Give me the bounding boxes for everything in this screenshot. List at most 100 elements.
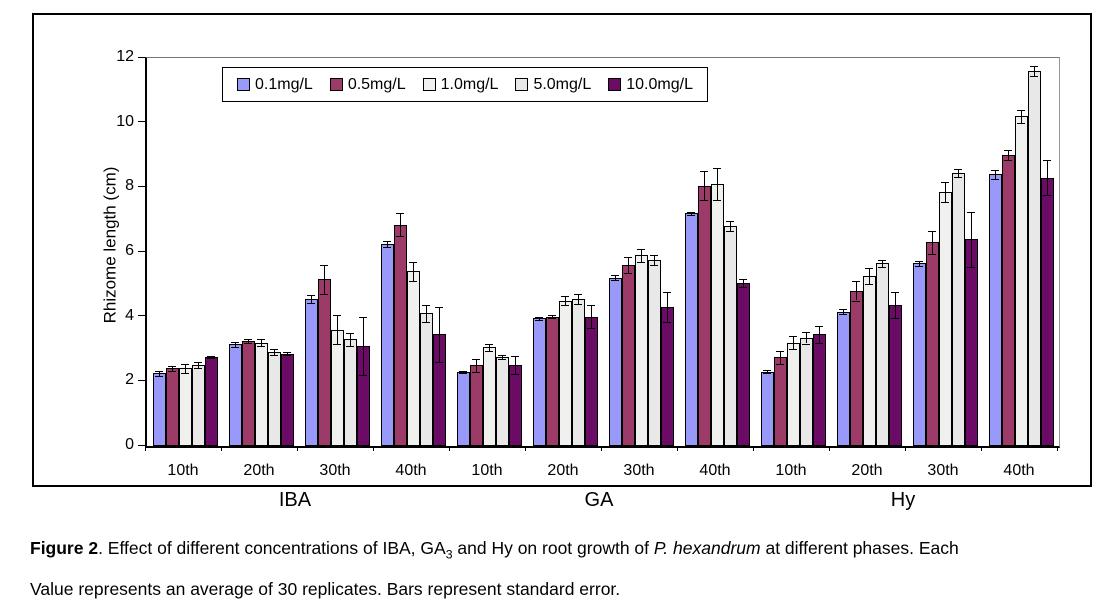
- error-bar-cap: [624, 256, 632, 258]
- bar: [191, 365, 205, 446]
- x-axis-phase-label: 40th: [699, 462, 731, 479]
- error-bar-cap: [422, 305, 430, 307]
- bar: [760, 371, 774, 446]
- plot-area: [145, 57, 1060, 448]
- x-axis-phase-label: 40th: [1003, 462, 1035, 479]
- x-axis-phase-label: 10th: [167, 462, 199, 479]
- error-bar-cap: [878, 260, 886, 262]
- error-bar: [780, 350, 781, 364]
- legend-label: 0.1mg/L: [255, 75, 313, 93]
- y-axis-tick: [138, 185, 145, 187]
- error-bar-cap: [396, 235, 404, 237]
- error-bar: [274, 349, 275, 356]
- error-bar-cap: [548, 318, 556, 320]
- error-bar-cap: [967, 211, 975, 213]
- bar: [875, 263, 889, 446]
- y-axis-tick-label: 8: [125, 177, 134, 195]
- error-bar-cap: [270, 349, 278, 350]
- error-bar-cap: [928, 253, 936, 255]
- bar: [964, 239, 978, 446]
- y-axis-tick: [138, 379, 145, 381]
- x-axis-group-label: Hy: [890, 489, 916, 511]
- error-bar: [172, 365, 173, 371]
- x-axis-group-label: GA: [584, 489, 614, 511]
- y-axis-tick-label: 4: [125, 306, 134, 324]
- error-bar-cap: [687, 214, 695, 216]
- error-bar-cap: [244, 342, 252, 344]
- error-bar: [185, 363, 186, 374]
- bar: [469, 365, 483, 446]
- error-bar: [591, 305, 592, 328]
- error-bar-cap: [713, 167, 721, 169]
- error-bar: [958, 168, 959, 177]
- error-bar-cap: [333, 315, 341, 317]
- error-bar-cap: [789, 336, 797, 338]
- x-axis-tick: [297, 445, 298, 451]
- error-bar: [945, 182, 946, 202]
- x-axis-tick: [829, 445, 830, 451]
- legend: 0.1mg/L 0.5mg/L 1.0mg/L 5.0mg/L 10.0mg/L: [222, 67, 708, 102]
- bar: [912, 263, 926, 446]
- error-bar-cap: [472, 371, 480, 373]
- bar: [925, 242, 939, 446]
- error-bar-cap: [498, 358, 506, 360]
- error-bar-cap: [307, 295, 315, 296]
- error-bar: [159, 370, 160, 376]
- error-bar: [248, 339, 249, 343]
- bar: [862, 276, 876, 446]
- error-bar-cap: [891, 292, 899, 294]
- error-bar: [502, 355, 503, 359]
- error-bar-cap: [1004, 150, 1012, 152]
- x-axis-tick: [981, 445, 982, 451]
- error-bar: [1021, 109, 1022, 123]
- error-bar-cap: [409, 281, 417, 283]
- x-axis-phase-label: 40th: [395, 462, 427, 479]
- bar: [1001, 155, 1015, 446]
- error-bar: [667, 292, 668, 322]
- error-bar: [578, 294, 579, 304]
- caption-segment: P. hexandrum: [653, 538, 761, 558]
- error-bar: [489, 343, 490, 352]
- bar: [380, 243, 394, 446]
- error-bar: [767, 370, 768, 374]
- error-bar-cap: [155, 370, 163, 372]
- bar: [786, 342, 800, 446]
- error-bar: [311, 295, 312, 303]
- error-bar: [882, 260, 883, 267]
- legend-swatch: [515, 78, 529, 91]
- error-bar-cap: [852, 300, 860, 302]
- bar: [1040, 177, 1054, 446]
- y-axis-tick: [138, 121, 145, 123]
- error-bar-cap: [168, 365, 176, 367]
- x-axis-phase-label: 20th: [243, 462, 275, 479]
- error-bar-cap: [1017, 109, 1025, 111]
- error-bar: [1008, 150, 1009, 160]
- error-bar: [426, 305, 427, 322]
- x-axis-phase-label: 30th: [319, 462, 351, 479]
- legend-item: 0.1mg/L: [237, 76, 313, 94]
- error-bar-cap: [713, 200, 721, 202]
- error-bar-cap: [878, 266, 886, 268]
- bar: [799, 337, 813, 446]
- error-bar: [261, 339, 262, 346]
- bar: [419, 313, 433, 446]
- caption-segment: and Hy on root growth of: [452, 538, 654, 558]
- error-bar-cap: [346, 332, 354, 334]
- legend-label: 1.0mg/L: [440, 75, 499, 93]
- error-bar-cap: [915, 260, 923, 262]
- error-bar-cap: [472, 358, 480, 360]
- error-bar: [565, 295, 566, 306]
- y-axis-tick-label: 6: [125, 242, 134, 259]
- x-axis-phase-label: 10th: [775, 462, 807, 479]
- error-bar-cap: [1004, 159, 1012, 161]
- x-axis-tick: [905, 445, 906, 451]
- error-bar-cap: [333, 344, 341, 346]
- error-bar-cap: [270, 355, 278, 357]
- caption-segment: at different phases. Each: [760, 538, 959, 558]
- bar: [204, 357, 218, 446]
- error-bar-cap: [409, 261, 417, 263]
- error-bar: [413, 261, 414, 282]
- legend-item: 5.0mg/L: [515, 76, 591, 94]
- error-bar-cap: [815, 326, 823, 328]
